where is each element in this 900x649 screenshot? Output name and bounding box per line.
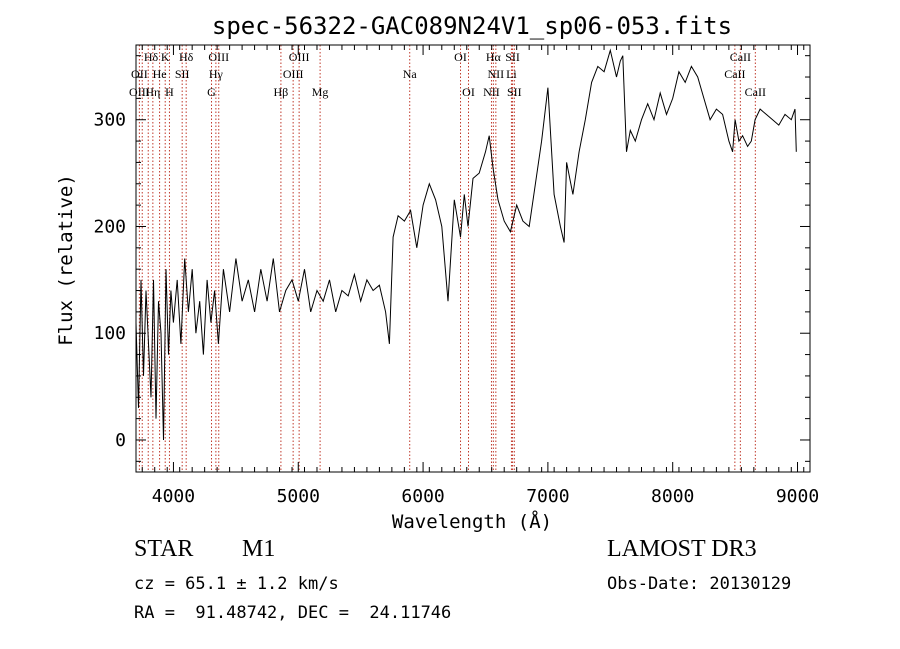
spectral-line-label: Hδ <box>179 50 194 64</box>
spectral-line-label: NII <box>488 67 505 81</box>
spectral-line-label: Hα <box>486 50 502 64</box>
spectrum-line <box>135 48 797 441</box>
spectral-line-label: Li <box>506 67 517 81</box>
x-tick-label: 5000 <box>277 486 320 507</box>
survey-name: LAMOST DR3 <box>607 536 757 562</box>
spectral-line-label: OII <box>131 67 148 81</box>
y-tick-label: 200 <box>93 216 126 237</box>
spectral-line-label: CaII <box>724 67 745 81</box>
spectral-line-label: Hγ <box>209 67 224 81</box>
spectral-line-label: NII <box>483 85 500 99</box>
chart-title: spec-56322-GAC089N24V1_sp06-053.fits <box>212 12 732 40</box>
spectral-line-label: Hδ <box>144 50 159 64</box>
x-tick-label: 8000 <box>651 486 694 507</box>
spectral-line-label: OIII <box>129 85 150 99</box>
axis-tick-labels: 4000 5000 6000 7000 8000 9000 0 100 200 300 <box>93 110 819 507</box>
x-axis-label: Wavelength (Å) <box>392 510 552 533</box>
object-subclass: M1 <box>242 536 276 562</box>
y-tick-label: 100 <box>93 323 126 344</box>
series-group <box>135 48 797 441</box>
x-tick-label: 6000 <box>401 486 444 507</box>
spectral-line-label: K <box>161 50 170 64</box>
spectral-line-label: H <box>165 85 174 99</box>
x-tick-label: 4000 <box>152 486 195 507</box>
spectral-line-label: Hβ <box>274 85 289 99</box>
object-type: STAR <box>134 536 194 562</box>
spectral-line-label: CaII <box>745 85 766 99</box>
axis-ticks <box>136 45 810 472</box>
spectral-line-label: OI <box>462 85 475 99</box>
x-tick-label: 9000 <box>776 486 819 507</box>
x-tick-label: 7000 <box>526 486 569 507</box>
line-markers <box>138 45 756 472</box>
y-tick-label: 300 <box>93 110 126 131</box>
redshift-readout: cz = 65.1 ± 1.2 km/s <box>134 574 339 594</box>
spectral-line-label: OIII <box>208 50 229 64</box>
spectral-line-label: SII <box>175 67 190 81</box>
y-tick-label: 0 <box>115 430 126 451</box>
spectral-line-label: Na <box>403 67 418 81</box>
spectral-line-label: OI <box>454 50 467 64</box>
plot-frame <box>135 44 811 473</box>
spectral-line-label: OIII <box>283 67 304 81</box>
spectral-line-label: G <box>207 85 216 99</box>
spectral-line-label: SII <box>505 50 520 64</box>
spectral-line-label: SII <box>507 85 522 99</box>
spectral-line-label: He <box>153 67 167 81</box>
spectral-line-label: Mg <box>312 85 329 99</box>
coordinates: RA = 91.48742, DEC = 24.11746 <box>134 603 452 623</box>
obs-date: Obs-Date: 20130129 <box>607 574 792 594</box>
spectral-line-label: CaII <box>730 50 751 64</box>
y-axis-label: Flux (relative) <box>55 174 77 346</box>
spectral-line-label: OIII <box>289 50 310 64</box>
spectral-line-label: Hη <box>145 85 160 99</box>
